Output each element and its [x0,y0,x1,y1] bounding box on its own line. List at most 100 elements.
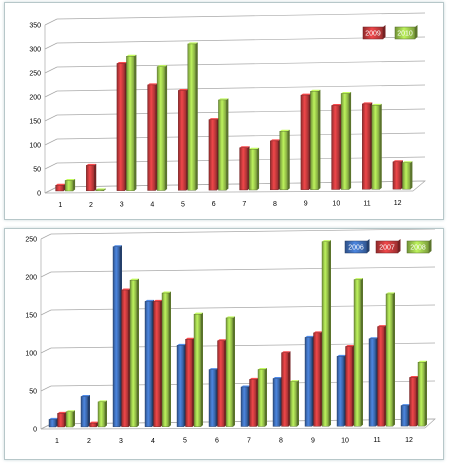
bar-2006-2 [80,396,89,428]
bar-top-2009-4 [147,83,158,85]
bar-2009-4 [147,84,156,191]
bar-2009-6 [208,119,218,191]
bar-top-2006-2 [81,395,90,397]
gridline-200 [50,266,436,273]
bar-top-2007-12 [409,375,419,378]
bar-top-2010-10 [341,92,352,94]
bar-2010-4 [156,66,166,191]
bar-2007-3 [121,289,129,428]
bar-2007-2 [89,422,97,428]
bar-side-2010-11 [379,103,382,190]
bar-top-2009-12 [392,160,403,162]
x-axis-line [44,190,414,194]
bar-top-2009-8 [270,139,281,141]
bar-top-2010-7 [249,147,260,150]
x-tick-label: 10 [341,437,349,444]
legend-label-2007: 2007 [379,245,395,252]
bar-2010-10 [340,93,350,190]
x-tick-label: 1 [55,438,59,445]
bar-side-2008-9 [329,240,331,427]
bar-top-2006-7 [241,385,250,387]
bar-2007-1 [57,413,65,428]
bar-side-2009-2 [94,163,97,191]
y-tick-label: 100 [29,143,41,150]
gridline-diag-100 [40,347,52,354]
bar-2007-8 [281,352,289,427]
gridline-diag-300 [44,42,58,50]
bar-2007-5 [185,339,193,427]
bar-top-2010-12 [402,161,413,163]
y-tick-label: 0 [37,191,41,198]
y-tick-label: 200 [29,95,41,102]
bar-2006-7 [240,386,249,427]
x-tick-label: 12 [405,437,413,444]
bar-2010-1 [64,180,74,192]
bar-2009-11 [362,103,371,190]
x-tick-label: 8 [279,437,283,444]
legend-side-2009 [383,25,386,39]
bar-2008-12 [417,362,426,427]
x-axis-line [40,427,426,430]
bar-top-2007-11 [377,325,387,327]
bar-top-2008-5 [194,312,203,315]
bar-2009-1 [55,185,64,192]
bar-top-2006-9 [305,335,314,338]
x-tick-label: 2 [89,202,93,209]
legend-label-2006: 2006 [348,245,364,252]
gridline-diag-250 [44,66,58,74]
bar-top-2007-6 [217,339,227,341]
x-tick-label: 2 [87,438,91,445]
bar-side-2008-10 [361,278,363,427]
bar-2008-7 [257,369,266,427]
x-tick-label: 8 [273,201,277,208]
bar-2009-5 [178,90,187,191]
bar-2007-4 [153,301,161,427]
bar-top-2008-10 [354,278,363,280]
y-tick-label: 0 [33,427,37,434]
bar-top-2008-8 [290,380,299,382]
bar-side-2006-2 [88,395,90,427]
bar-top-2006-5 [177,343,186,346]
bar-top-2008-11 [386,292,395,294]
bar-2006-11 [368,338,377,427]
bar-side-2008-2 [105,400,107,427]
x-tick-label: 4 [151,438,155,445]
gridline-diag-100 [44,138,58,146]
bar-top-2007-10 [345,344,355,347]
bar-top-2006-1 [49,417,58,420]
bar-side-2010-5 [195,42,198,191]
bar-2007-6 [217,340,225,427]
bar-2006-5 [176,345,185,427]
bar-2010-11 [371,105,380,190]
y-tick-label: 100 [25,351,37,358]
bar-2006-6 [208,369,217,427]
bar-top-2007-4 [153,299,163,302]
gridline-diag-250 [40,233,52,240]
x-tick-label: 11 [373,437,380,444]
x-tick-label: 6 [212,201,216,208]
bar-top-2008-12 [418,360,427,363]
bar-2008-2 [97,401,106,428]
bar-top-2010-8 [279,129,290,132]
x-tick-label: 7 [247,438,251,445]
bar-top-2006-12 [401,404,410,406]
x-tick-label: 4 [150,202,154,209]
bar-2009-12 [392,161,402,190]
bar-2006-1 [48,419,57,428]
bar-top-2007-7 [249,377,259,380]
y-tick-label: 150 [25,313,37,320]
legend-side-2007 [398,239,401,253]
gridline-350 [56,12,426,20]
bar-top-2010-4 [157,65,168,67]
x-tick-label: 9 [311,437,315,444]
x-tick-label: 5 [181,201,185,208]
bar-2008-11 [385,293,394,427]
bar-2008-10 [353,279,362,427]
legend-label-2009: 2009 [365,31,381,38]
x-tick-label: 5 [183,438,187,445]
bar-top-2006-11 [369,337,378,339]
x-tick-label: 6 [215,438,219,445]
bar-2009-3 [116,63,126,191]
